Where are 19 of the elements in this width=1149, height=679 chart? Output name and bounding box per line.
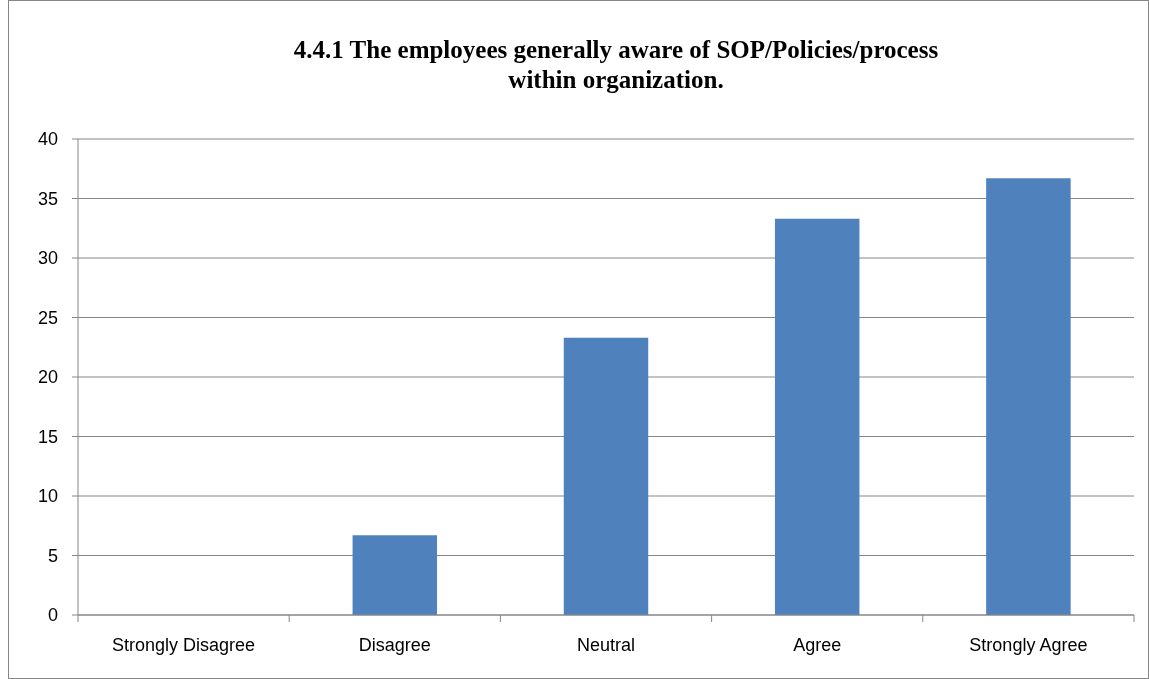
y-tick-label: 5 <box>47 545 58 566</box>
y-tick-label: 15 <box>37 426 58 447</box>
y-tick-label: 10 <box>37 486 58 507</box>
x-tick-label: Neutral <box>576 635 636 655</box>
x-tick-label: Agree <box>793 635 842 655</box>
y-tick-label: 0 <box>47 605 58 626</box>
bar <box>774 218 860 615</box>
y-tick-label: 35 <box>37 188 58 209</box>
x-tick-label: Strongly Disagree <box>112 635 256 655</box>
bar <box>986 178 1071 615</box>
x-tick-label: Strongly Agree <box>969 635 1088 655</box>
chart-title: 4.4.1 The employees generally aware of SOP/Policies/process within organization. <box>293 36 939 93</box>
y-tick-label: 30 <box>37 248 58 269</box>
x-tick-label: Disagree <box>358 635 431 655</box>
y-tick-label: 20 <box>37 367 58 388</box>
y-tick-label: 25 <box>37 307 58 328</box>
y-tick-label: 40 <box>37 129 58 150</box>
bar <box>352 535 438 615</box>
bar <box>563 337 649 615</box>
